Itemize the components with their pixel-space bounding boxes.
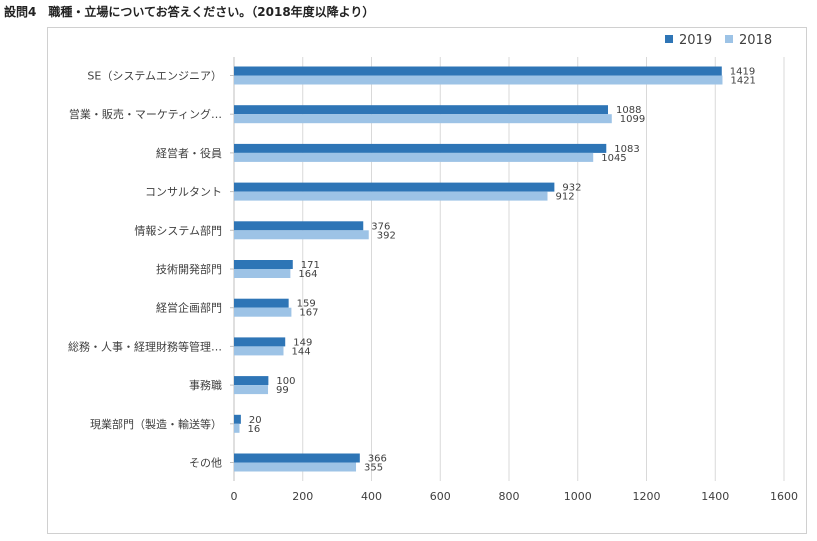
grid-lines <box>302 57 785 481</box>
category-label: 技術開発部門 <box>156 262 222 276</box>
category-label: 営業・販売・マーケティング… <box>69 107 222 121</box>
bar-2018 <box>234 230 369 240</box>
data-label: 912 <box>556 192 575 203</box>
bar-2019 <box>234 143 607 153</box>
category-label: SE（システムエンジニア） <box>87 70 222 83</box>
bar-2018 <box>234 346 284 356</box>
bar-series <box>234 66 723 472</box>
legend: 2019 2018 <box>665 33 772 48</box>
x-tick-label: 0 <box>231 490 238 503</box>
data-label: 932 <box>562 183 581 194</box>
data-label: 1088 <box>616 105 641 116</box>
bar-2019 <box>234 414 241 424</box>
bar-2018 <box>234 423 240 433</box>
bar-2019 <box>234 221 364 231</box>
bar-2018 <box>234 307 292 317</box>
bar-2018 <box>234 191 548 201</box>
x-tick-label: 1600 <box>770 490 798 503</box>
data-label: 167 <box>299 308 318 319</box>
category-label: 経営企画部門 <box>156 301 222 315</box>
data-label: 100 <box>276 376 295 387</box>
category-label: 現業部門（製造・輸送等） <box>90 417 222 431</box>
legend-swatch <box>665 35 673 43</box>
x-tick-label: 600 <box>430 490 451 503</box>
bar-2018 <box>234 462 357 472</box>
bar-2018 <box>234 114 612 124</box>
data-label: 1083 <box>614 144 639 155</box>
category-label: コンサルタント <box>145 186 222 199</box>
data-label: 164 <box>298 269 317 280</box>
bar-2018 <box>234 152 594 162</box>
value-labels: 1419142110881099108310459329123763921711… <box>248 67 756 474</box>
bar-2019 <box>234 105 608 115</box>
bar-2019 <box>234 453 360 463</box>
data-label: 159 <box>297 299 316 310</box>
category-label: 事務職 <box>189 378 222 392</box>
data-label: 376 <box>371 221 390 232</box>
data-label: 144 <box>292 346 311 357</box>
x-tick-label: 1400 <box>701 490 729 503</box>
bar-2018 <box>234 385 269 395</box>
category-label: 経営者・役員 <box>156 146 222 160</box>
bar-2019 <box>234 182 555 192</box>
chart-frame <box>47 27 807 534</box>
data-label: 171 <box>301 260 320 271</box>
data-label: 1421 <box>730 76 755 87</box>
x-tick-label: 200 <box>292 490 313 503</box>
x-tick-label: 800 <box>499 490 520 503</box>
data-label: 1045 <box>601 153 626 164</box>
category-label: 情報システム部門 <box>134 223 222 237</box>
bar-2019 <box>234 298 289 308</box>
bar-2019 <box>234 376 269 386</box>
page-title: 設問4 職種・立場についてお答えください。（2018年度以降より） <box>4 5 375 19</box>
data-label: 1419 <box>730 67 755 78</box>
category-labels: SE（システムエンジニア） 営業・販売・マーケティング… 経営者・役員コンサルタント… <box>68 70 222 470</box>
data-label: 99 <box>276 385 289 396</box>
category-label: 総務・人事・経理財務等管理… <box>68 339 222 353</box>
x-tick-label: 400 <box>361 490 382 503</box>
data-label: 20 <box>249 415 262 426</box>
data-label: 366 <box>368 454 387 465</box>
data-label: 149 <box>293 337 312 348</box>
legend-label: 2019 <box>679 33 712 48</box>
legend-label: 2018 <box>739 33 772 48</box>
category-label: その他 <box>189 457 222 470</box>
data-label: 16 <box>248 424 261 435</box>
legend-swatch <box>725 35 733 43</box>
bar-2019 <box>234 337 286 347</box>
data-label: 392 <box>377 230 396 241</box>
bar-2019 <box>234 260 293 269</box>
bar-2018 <box>234 75 723 85</box>
data-label: 355 <box>364 463 383 474</box>
bar-2019 <box>234 66 722 76</box>
x-axis: 0 200 400 600 800 1000 1200 1400 1600 <box>230 57 798 503</box>
x-tick-label: 1200 <box>633 490 661 503</box>
data-label: 1099 <box>620 114 645 125</box>
bar-2018 <box>234 269 291 278</box>
x-tick-label: 1000 <box>564 490 592 503</box>
